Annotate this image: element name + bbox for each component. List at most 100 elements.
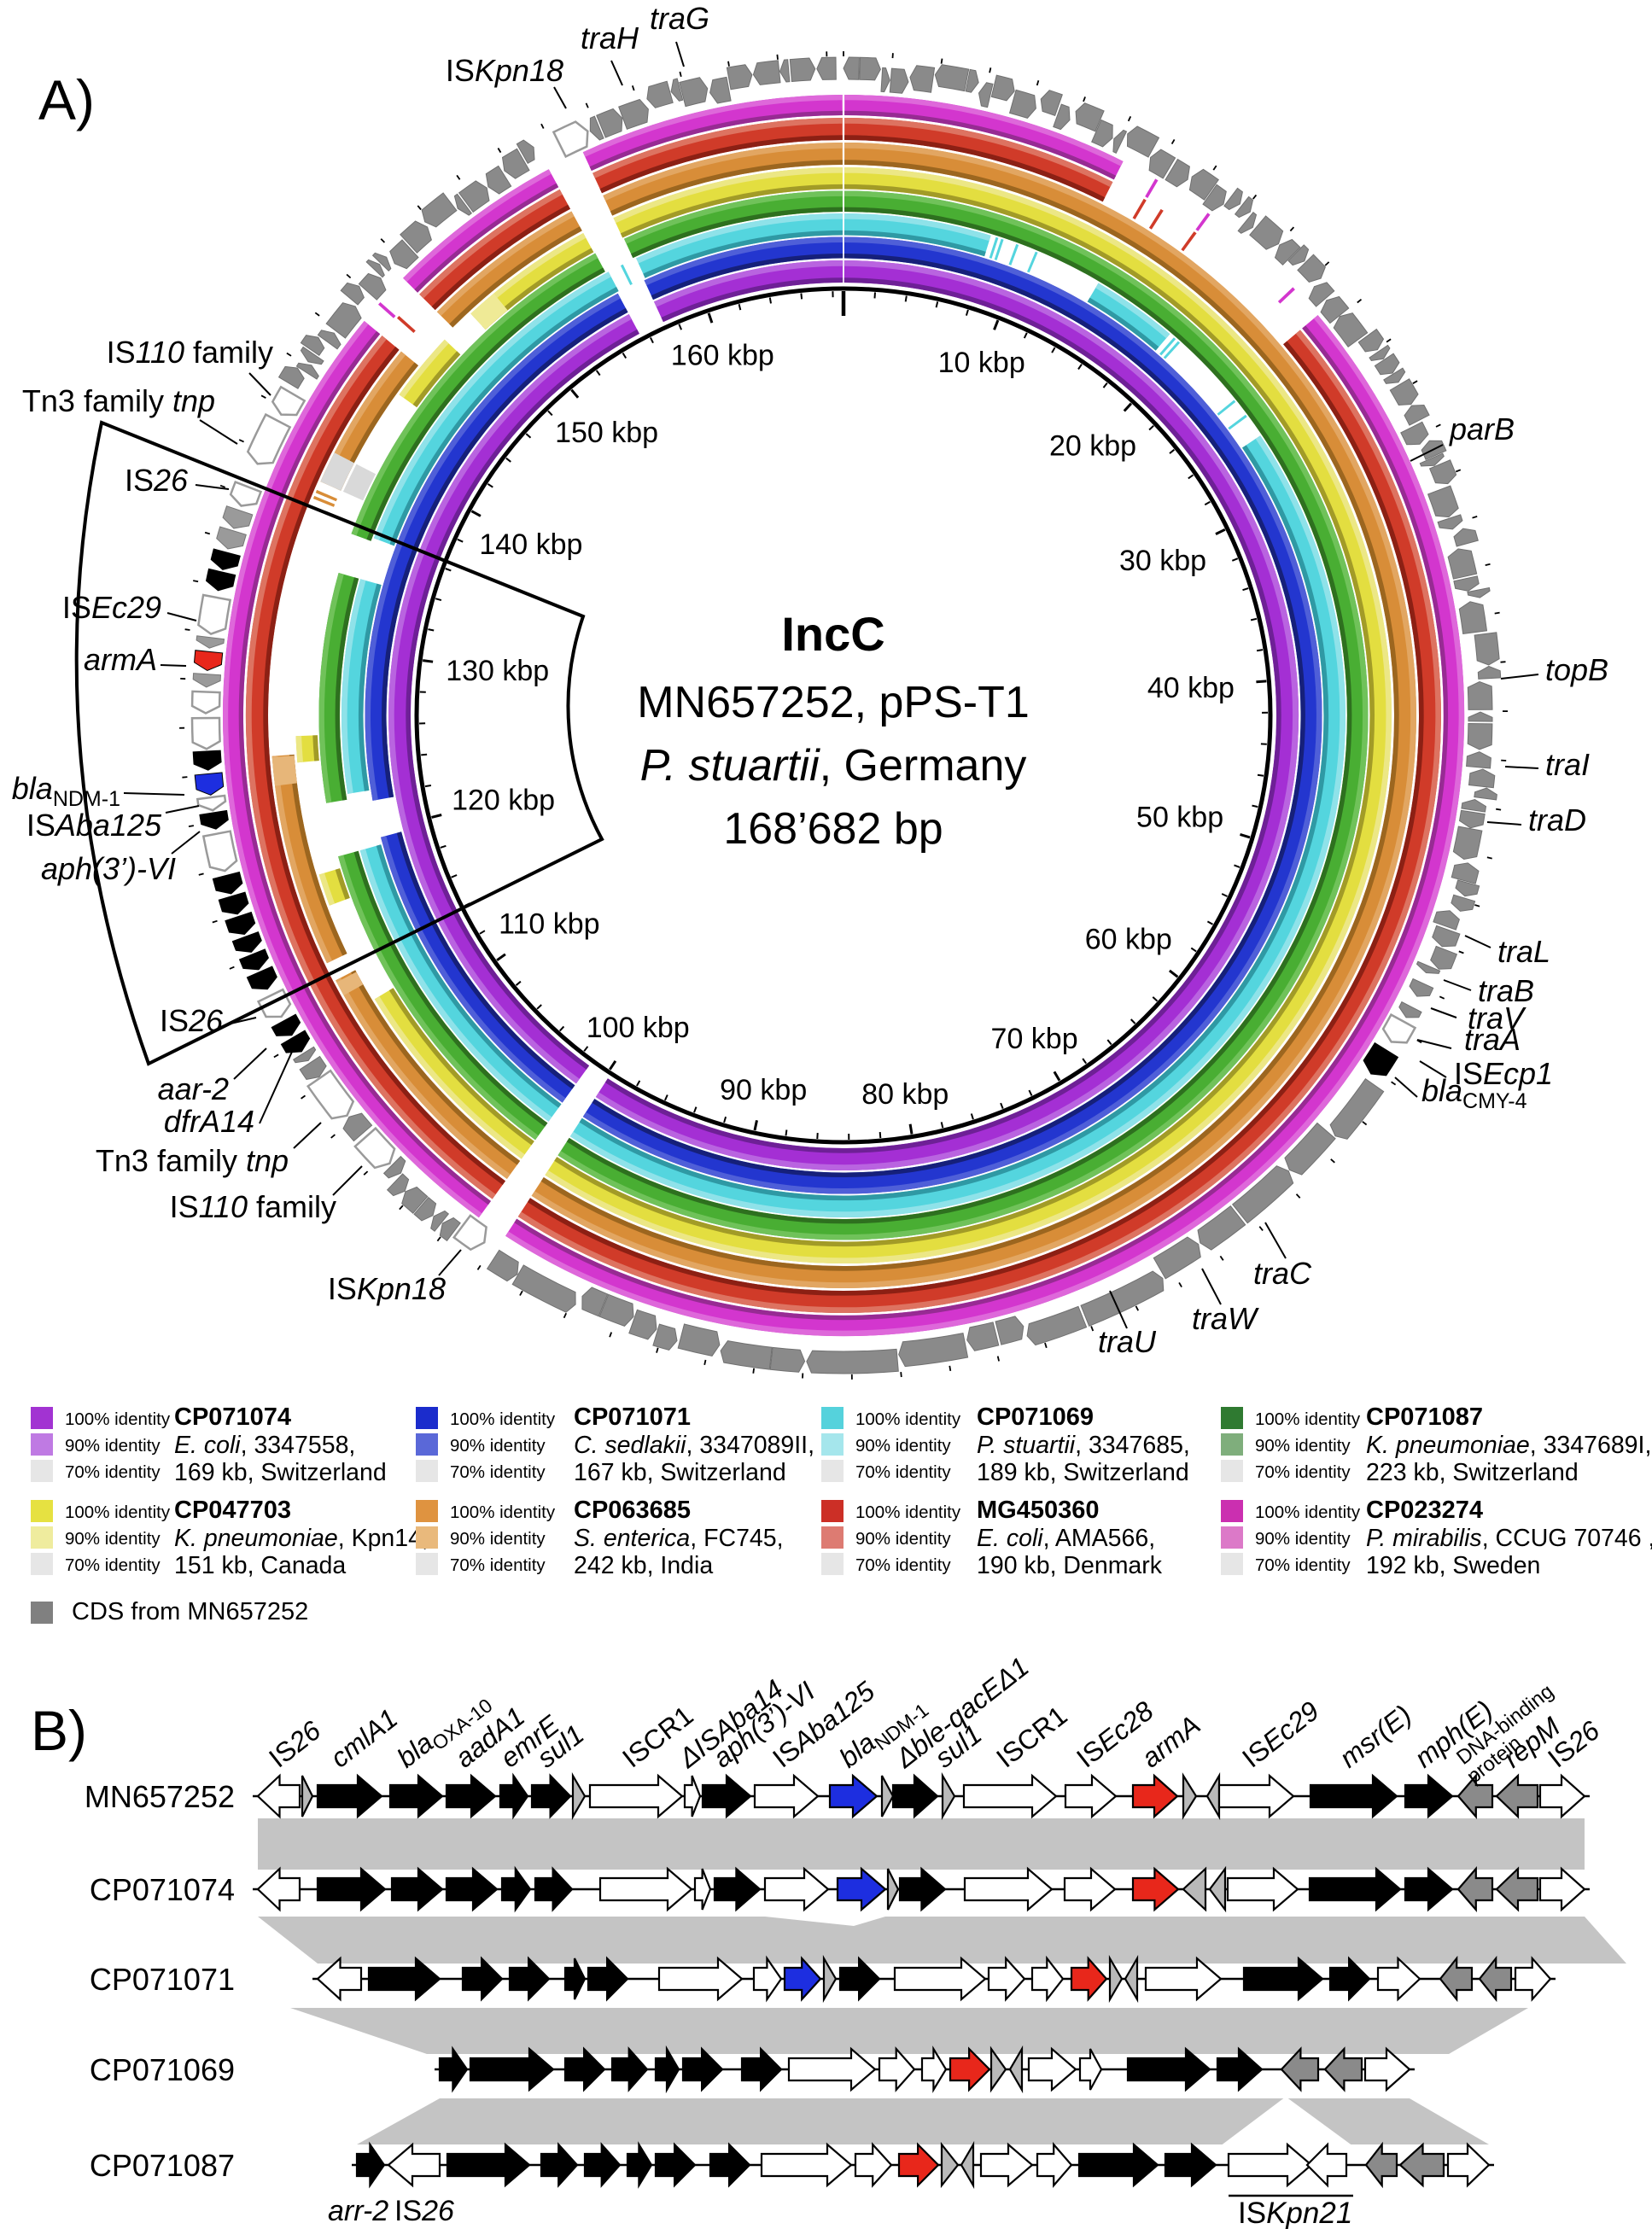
- svg-text:130 kbp: 130 kbp: [446, 655, 549, 687]
- svg-text:traW: traW: [1192, 1301, 1259, 1336]
- svg-text:242 kb, India: 242 kb, India: [574, 1552, 713, 1579]
- svg-text:70% identity: 70% identity: [855, 1462, 951, 1482]
- svg-text:140 kbp: 140 kbp: [479, 528, 582, 561]
- svg-text:167 kb, Switzerland: 167 kb, Switzerland: [574, 1459, 786, 1486]
- svg-text:MG450360: MG450360: [977, 1497, 1100, 1524]
- svg-text:70% identity: 70% identity: [65, 1462, 161, 1482]
- svg-text:traI: traI: [1545, 747, 1590, 782]
- svg-text:30 kbp: 30 kbp: [1119, 545, 1206, 577]
- svg-text:CP071069: CP071069: [977, 1403, 1094, 1431]
- svg-text:100% identity: 100% identity: [450, 1409, 556, 1429]
- svg-text:traH: traH: [581, 20, 639, 55]
- svg-text:P. stuartii, 3347685,: P. stuartii, 3347685,: [977, 1432, 1190, 1459]
- svg-text:P. mirabilis, CCUG 70746 ,: P. mirabilis, CCUG 70746 ,: [1366, 1525, 1652, 1552]
- svg-text:CP047703: CP047703: [174, 1497, 291, 1524]
- svg-text:90% identity: 90% identity: [450, 1529, 546, 1549]
- svg-text:arr-2: arr-2: [328, 2195, 388, 2227]
- svg-text:K. pneumoniae, 3347689I,: K. pneumoniae, 3347689I,: [1366, 1432, 1651, 1459]
- svg-text:Tn3 family tnp: Tn3 family tnp: [22, 383, 215, 418]
- svg-text:223 kb, Switzerland: 223 kb, Switzerland: [1366, 1459, 1579, 1486]
- svg-text:50 kbp: 50 kbp: [1136, 801, 1223, 833]
- svg-text:traL: traL: [1497, 934, 1550, 969]
- svg-text:C. sedlakii, 3347089II,: C. sedlakii, 3347089II,: [574, 1432, 814, 1459]
- svg-text:S. enterica, FC745,: S. enterica, FC745,: [574, 1525, 784, 1552]
- svg-text:90 kbp: 90 kbp: [720, 1074, 807, 1106]
- svg-text:70% identity: 70% identity: [855, 1555, 951, 1575]
- svg-text:10 kbp: 10 kbp: [938, 347, 1025, 379]
- svg-text:traG: traG: [650, 1, 709, 36]
- svg-text:traD: traD: [1528, 802, 1586, 837]
- svg-text:192 kb, Sweden: 192 kb, Sweden: [1366, 1552, 1540, 1579]
- svg-text:90% identity: 90% identity: [65, 1436, 161, 1456]
- svg-text:CP071069: CP071069: [90, 2052, 235, 2087]
- svg-text:CP071074: CP071074: [90, 1872, 235, 1907]
- svg-text:CP071071: CP071071: [574, 1403, 691, 1431]
- svg-text:ISKpn21: ISKpn21: [1238, 2197, 1352, 2229]
- svg-text:CP023274: CP023274: [1366, 1497, 1483, 1524]
- svg-text:90% identity: 90% identity: [1255, 1529, 1351, 1549]
- svg-text:B): B): [31, 1699, 87, 1762]
- svg-text:ISEc29: ISEc29: [62, 590, 161, 625]
- svg-text:CP063685: CP063685: [574, 1497, 691, 1524]
- svg-text:80 kbp: 80 kbp: [861, 1078, 949, 1111]
- svg-text:168’682 bp: 168’682 bp: [723, 804, 943, 854]
- svg-text:100 kbp: 100 kbp: [587, 1012, 690, 1044]
- svg-text:aph(3’)-VI: aph(3’)-VI: [41, 851, 176, 886]
- svg-text:100% identity: 100% identity: [65, 1409, 171, 1429]
- svg-text:K. pneumoniae, Kpn14,: K. pneumoniae, Kpn14,: [174, 1525, 429, 1552]
- svg-text:CP071071: CP071071: [90, 1962, 235, 1997]
- svg-text:40 kbp: 40 kbp: [1147, 672, 1235, 704]
- svg-text:traU: traU: [1098, 1324, 1157, 1359]
- svg-text:traV: traV: [1468, 1001, 1526, 1036]
- svg-text:90% identity: 90% identity: [65, 1529, 161, 1549]
- svg-text:151 kb, Canada: 151 kb, Canada: [174, 1552, 346, 1579]
- svg-text:IS26: IS26: [394, 2195, 454, 2227]
- svg-text:traC: traC: [1253, 1256, 1312, 1291]
- svg-text:100% identity: 100% identity: [450, 1503, 556, 1522]
- svg-text:70% identity: 70% identity: [450, 1462, 546, 1482]
- svg-text:160 kbp: 160 kbp: [671, 339, 774, 371]
- svg-text:IS26: IS26: [125, 463, 189, 498]
- svg-text:90% identity: 90% identity: [855, 1436, 951, 1456]
- svg-text:Tn3 family tnp: Tn3 family tnp: [96, 1143, 289, 1178]
- svg-text:70% identity: 70% identity: [1255, 1462, 1351, 1482]
- svg-text:110 kbp: 110 kbp: [499, 908, 599, 941]
- svg-text:90% identity: 90% identity: [450, 1436, 546, 1456]
- svg-text:IS110 family: IS110 family: [107, 335, 273, 370]
- svg-text:70% identity: 70% identity: [450, 1555, 546, 1575]
- svg-text:parB: parB: [1449, 411, 1515, 446]
- svg-text:100% identity: 100% identity: [65, 1503, 171, 1522]
- svg-text:60 kbp: 60 kbp: [1085, 923, 1172, 955]
- svg-text:100% identity: 100% identity: [1255, 1409, 1361, 1429]
- svg-text:traB: traB: [1478, 973, 1534, 1008]
- svg-text:ISAba125: ISAba125: [26, 808, 162, 843]
- svg-text:190 kb, Denmark: 190 kb, Denmark: [977, 1552, 1163, 1579]
- svg-text:P. stuartii, Germany: P. stuartii, Germany: [640, 741, 1027, 791]
- svg-text:70 kbp: 70 kbp: [991, 1023, 1078, 1055]
- svg-text:150 kbp: 150 kbp: [555, 417, 658, 449]
- svg-text:E. coli, AMA566,: E. coli, AMA566,: [977, 1525, 1155, 1552]
- svg-text:100% identity: 100% identity: [1255, 1503, 1361, 1522]
- svg-text:CP071074: CP071074: [174, 1403, 291, 1431]
- svg-text:armA: armA: [84, 642, 157, 677]
- svg-text:ISEcp1: ISEcp1: [1454, 1056, 1553, 1091]
- svg-text:ISKpn18: ISKpn18: [328, 1271, 446, 1306]
- svg-text:70% identity: 70% identity: [1255, 1555, 1351, 1575]
- svg-text:dfrA14: dfrA14: [164, 1104, 254, 1139]
- svg-text:blaCMY-4: blaCMY-4: [1421, 1073, 1527, 1113]
- svg-text:A): A): [38, 68, 95, 131]
- svg-text:blaNDM-1: blaNDM-1: [12, 771, 120, 811]
- svg-text:90% identity: 90% identity: [855, 1529, 951, 1549]
- svg-text:CP071087: CP071087: [90, 2148, 235, 2183]
- svg-text:100% identity: 100% identity: [855, 1503, 961, 1522]
- svg-text:IncC: IncC: [781, 607, 884, 661]
- svg-text:E. coli, 3347558,: E. coli, 3347558,: [174, 1432, 355, 1459]
- svg-text:CDS from MN657252: CDS from MN657252: [72, 1598, 308, 1625]
- svg-text:traA: traA: [1464, 1022, 1521, 1057]
- svg-text:70% identity: 70% identity: [65, 1555, 161, 1575]
- svg-text:aar-2: aar-2: [158, 1071, 229, 1106]
- svg-text:MN657252, pPS-T1: MN657252, pPS-T1: [637, 678, 1030, 727]
- svg-text:169 kb, Switzerland: 169 kb, Switzerland: [174, 1459, 387, 1486]
- svg-text:90% identity: 90% identity: [1255, 1436, 1351, 1456]
- svg-text:20 kbp: 20 kbp: [1049, 429, 1136, 462]
